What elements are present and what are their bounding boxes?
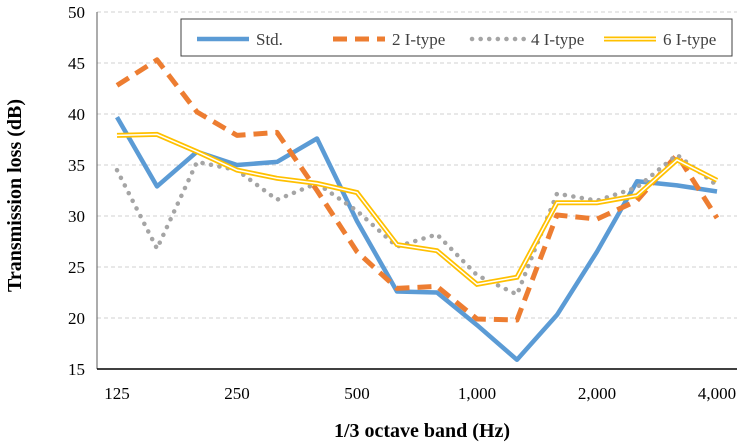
legend-label: Std.	[256, 30, 283, 49]
y-tick-label: 50	[68, 3, 85, 22]
x-tick-label: 500	[344, 384, 370, 403]
series-6-i-type-line-inner	[116, 133, 718, 286]
series-std-line	[115, 115, 718, 363]
x-tick-label: 1,000	[458, 384, 496, 403]
y-tick-label: 45	[68, 54, 85, 73]
x-tick-label: 250	[224, 384, 250, 403]
y-tick-label: 25	[68, 258, 85, 277]
y-tick-label: 40	[68, 105, 85, 124]
series-2-i-type-line	[115, 57, 720, 323]
legend-label: 4 I-type	[531, 30, 584, 49]
x-tick-label: 4,000	[698, 384, 736, 403]
legend-label: 2 I-type	[392, 30, 445, 49]
legend-label: 6 I-type	[663, 30, 716, 49]
x-tick-label: 125	[104, 384, 130, 403]
series-4-i-type-line	[114, 152, 720, 297]
y-tick-label: 15	[68, 360, 85, 379]
y-axis-title: Transmission loss (dB)	[4, 99, 26, 292]
y-tick-label: 35	[68, 156, 85, 175]
y-tick-label: 20	[68, 309, 85, 328]
y-tick-label: 30	[68, 207, 85, 226]
x-axis-title: 1/3 octave band (Hz)	[334, 420, 510, 442]
x-tick-label: 2,000	[578, 384, 616, 403]
